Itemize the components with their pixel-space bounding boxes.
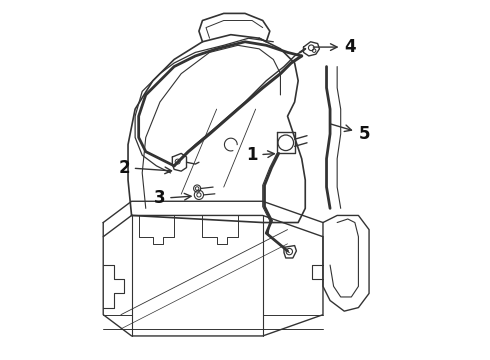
- Text: 2: 2: [118, 159, 172, 177]
- Text: 4: 4: [313, 38, 356, 56]
- Text: 5: 5: [331, 124, 370, 143]
- Text: 3: 3: [154, 189, 191, 207]
- Text: 1: 1: [246, 146, 274, 164]
